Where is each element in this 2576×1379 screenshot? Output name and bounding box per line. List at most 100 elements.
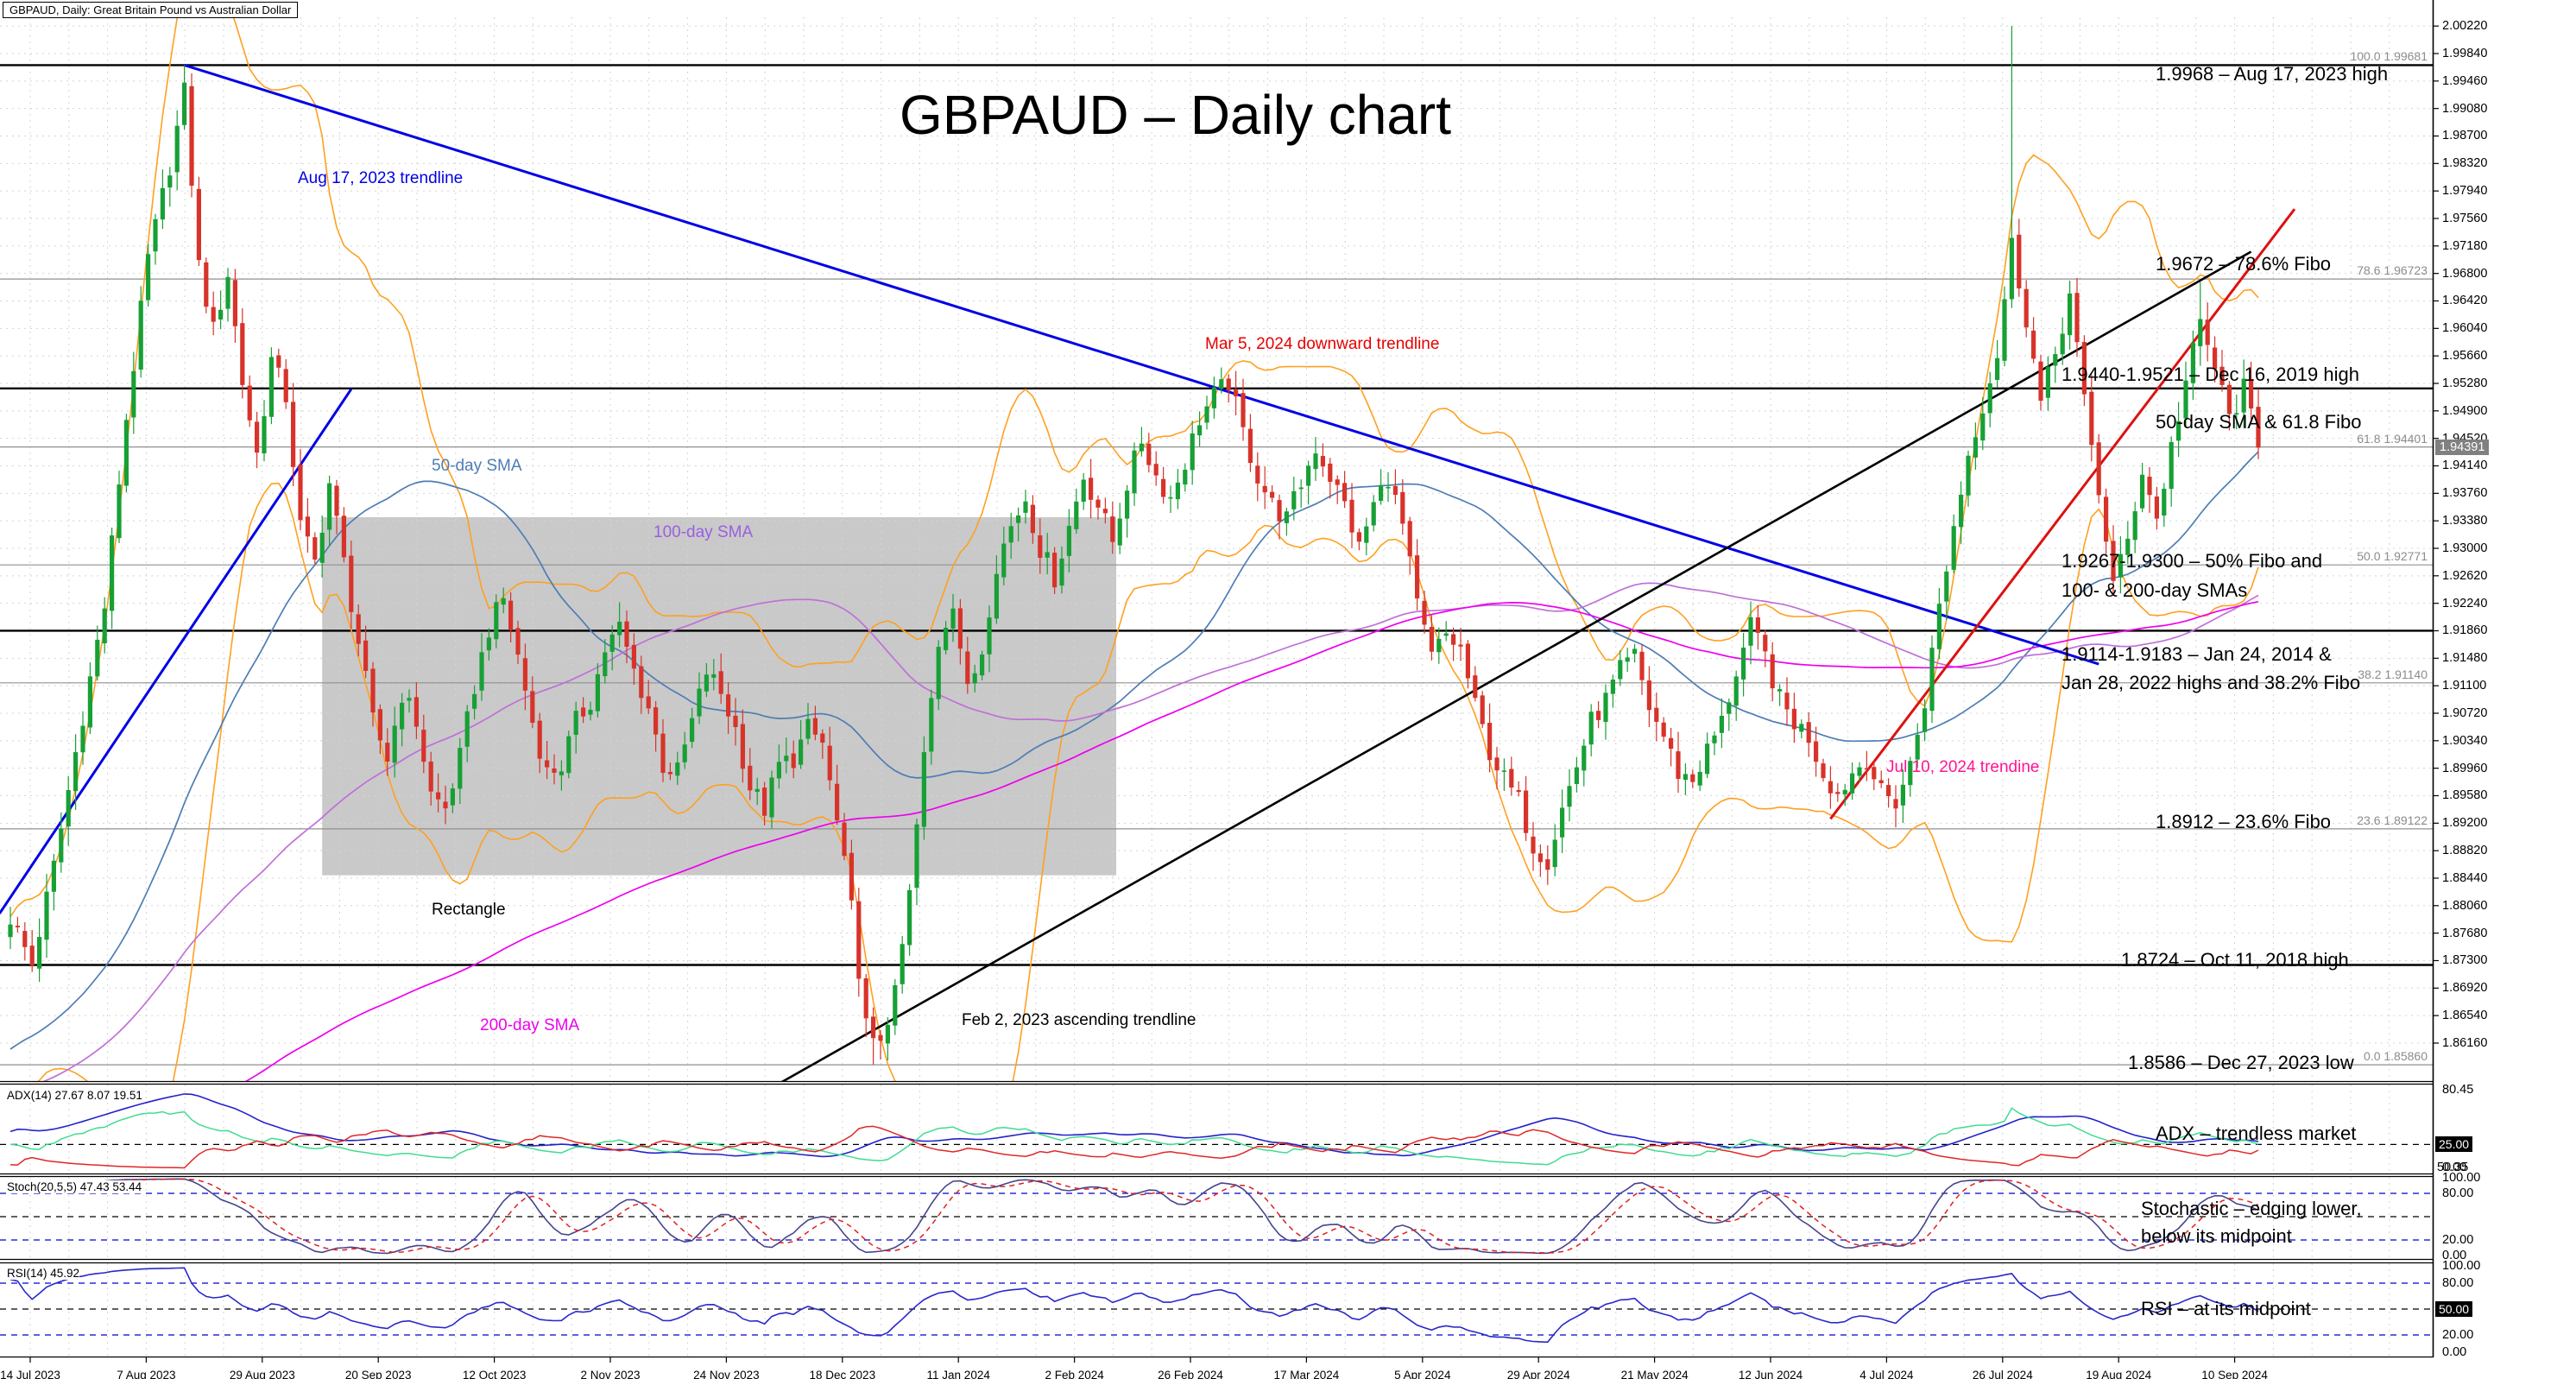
candle-body	[1944, 571, 1949, 602]
candle-body	[748, 765, 753, 791]
candle-body	[356, 614, 361, 644]
candle-body	[2140, 474, 2145, 509]
candle-body	[1814, 741, 1819, 762]
candle-body	[2190, 343, 2195, 383]
candle-body	[842, 822, 847, 857]
candle-body	[1676, 751, 1681, 780]
candle-body	[392, 725, 397, 763]
candle-body	[711, 674, 717, 678]
candle-body	[1748, 617, 1753, 646]
candle-body	[2226, 384, 2232, 414]
candle-body	[805, 718, 811, 739]
candle-body	[2074, 293, 2080, 343]
candle-body	[762, 788, 767, 816]
candle-body	[1893, 799, 1898, 809]
trendline-aug17-descending	[184, 63, 2099, 666]
candle-body	[1443, 633, 1449, 636]
candle-body	[1473, 675, 1478, 699]
candle-body	[87, 676, 92, 728]
sma200-line	[243, 600, 2259, 1082]
candle-body	[167, 175, 173, 188]
candle-body	[2104, 497, 2109, 542]
candle-body	[2081, 342, 2087, 395]
candle-body	[820, 733, 825, 743]
candle-body	[1821, 763, 1826, 779]
candle-body	[298, 465, 303, 521]
candle-body	[400, 702, 405, 730]
candle-body	[443, 801, 448, 809]
candle-body	[1763, 635, 1768, 652]
candle-body	[232, 280, 237, 326]
chart-main-title: GBPAUD – Daily chart	[900, 84, 1451, 146]
candle-body	[1284, 511, 1289, 523]
candle-body	[987, 617, 992, 655]
candle-body	[1524, 790, 1529, 833]
candle-body	[1610, 680, 1615, 694]
candle-body	[1379, 484, 1384, 501]
candle-body	[1095, 499, 1101, 508]
candle-body	[1850, 773, 1855, 794]
candle-body	[255, 421, 260, 453]
candle-body	[791, 753, 796, 769]
candle-body	[472, 693, 477, 709]
candle-body	[2111, 541, 2116, 581]
price-pane	[0, 17, 2433, 1082]
candle-body	[1588, 712, 1594, 745]
candle-body	[2241, 378, 2246, 413]
candle-body	[1161, 478, 1166, 497]
bollinger-lower-line	[36, 482, 2259, 1082]
candle-body	[1168, 497, 1173, 499]
candle-body	[972, 673, 977, 684]
candle-body	[2183, 380, 2188, 419]
candle-body	[1632, 648, 1638, 655]
candle-body	[1574, 767, 1579, 784]
candle-body	[994, 573, 999, 619]
candle-body	[1429, 627, 1434, 652]
candle-body	[609, 634, 615, 652]
candle-body	[1211, 387, 1216, 408]
candle-body	[581, 707, 586, 717]
candle-body	[1335, 479, 1340, 485]
candle-body	[363, 640, 369, 671]
candle-body	[595, 674, 600, 712]
candle-body	[1313, 453, 1318, 470]
candle-body	[110, 535, 115, 611]
candle-body	[1509, 769, 1514, 788]
candle-body	[73, 752, 79, 792]
candle-body	[138, 300, 143, 370]
candle-body	[1712, 735, 1717, 743]
candle-body	[1183, 469, 1188, 485]
candle-body	[1697, 771, 1702, 786]
candle-body	[486, 637, 491, 651]
candle-body	[1596, 711, 1601, 720]
candle-body	[1842, 789, 1847, 795]
candle-body	[1125, 490, 1130, 519]
candle-body	[377, 709, 382, 741]
minus-di-line	[9, 1125, 2259, 1169]
candle-body	[1727, 702, 1732, 714]
candle-body	[921, 752, 926, 827]
candle-body	[370, 668, 376, 713]
candle-body	[2031, 330, 2036, 359]
candle-body	[1741, 647, 1746, 680]
candle-body	[667, 771, 672, 775]
candle-body	[1081, 479, 1086, 503]
candle-body	[863, 977, 868, 1019]
candle-body	[421, 730, 426, 762]
candle-body	[965, 651, 970, 685]
candle-body	[631, 644, 636, 669]
adx-pane	[0, 1085, 2433, 1173]
candle-body	[1618, 660, 1623, 680]
candle-body	[929, 698, 934, 752]
candle-body	[494, 602, 499, 640]
candle-body	[1247, 428, 1253, 464]
candle-body	[22, 931, 28, 947]
candle-body	[2234, 413, 2239, 414]
candle-body	[1436, 638, 1442, 653]
candle-body	[1349, 499, 1354, 533]
candle-body	[704, 674, 709, 692]
candle-body	[95, 639, 100, 677]
candle-body	[1531, 836, 1536, 854]
candle-body	[1966, 455, 1971, 496]
